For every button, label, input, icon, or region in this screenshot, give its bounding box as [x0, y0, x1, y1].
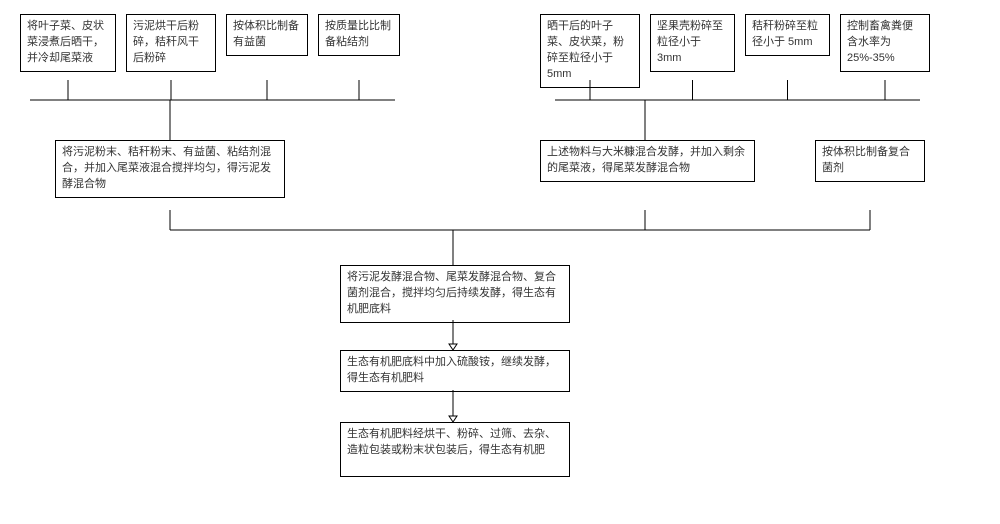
text: 将污泥发酵混合物、尾菜发酵混合物、复合菌剂混合，搅拌均匀后持续发酵，得生态有机肥… [347, 271, 556, 315]
box-final: 生态有机肥料经烘干、粉碎、过筛、去杂、造粒包装或粉末状包装后，得生态有机肥 [340, 422, 570, 477]
box-nutshell: 坚果壳粉碎至粒径小于 3mm [650, 14, 735, 72]
text: 按体积比制备有益菌 [233, 20, 299, 48]
box-leaf-soak: 将叶子菜、皮状菜浸煮后晒干，并冷却尾菜液 [20, 14, 116, 72]
text: 按质量比比制备粘结剂 [325, 20, 391, 48]
box-straw-5mm: 秸秆粉碎至粒径小于 5mm [745, 14, 830, 56]
box-ricebran: 上述物料与大米糠混合发酵，并加入剩余的尾菜液，得尾菜发酵混合物 [540, 140, 755, 182]
text: 控制畜禽粪便含水率为 25%-35% [847, 20, 913, 64]
text: 将叶子菜、皮状菜浸煮后晒干，并冷却尾菜液 [27, 20, 104, 64]
text: 晒干后的叶子菜、皮状菜，粉碎至粒径小于 5mm [547, 20, 624, 80]
text: 按体积比制备复合菌剂 [822, 146, 910, 174]
text: 上述物料与大米糠混合发酵，并加入剩余的尾菜液，得尾菜发酵混合物 [547, 146, 745, 174]
text: 坚果壳粉碎至粒径小于 3mm [657, 20, 723, 64]
text: 将污泥粉末、秸秆粉末、有益菌、粘结剂混合，并加入尾菜液混合搅拌均匀，得污泥发酵混… [62, 146, 271, 190]
text: 秸秆粉碎至粒径小于 5mm [752, 20, 818, 48]
box-leaf-5mm: 晒干后的叶子菜、皮状菜，粉碎至粒径小于 5mm [540, 14, 640, 88]
box-binder: 按质量比比制备粘结剂 [318, 14, 400, 56]
box-beneficial: 按体积比制备有益菌 [226, 14, 308, 56]
box-base-mix: 将污泥发酵混合物、尾菜发酵混合物、复合菌剂混合，搅拌均匀后持续发酵，得生态有机肥… [340, 265, 570, 323]
text: 生态有机肥料经烘干、粉碎、过筛、去杂、造粒包装或粉末状包装后，得生态有机肥 [347, 428, 556, 456]
text: 生态有机肥底料中加入硫酸铵，继续发酵，得生态有机肥料 [347, 356, 556, 384]
box-manure: 控制畜禽粪便含水率为 25%-35% [840, 14, 930, 72]
box-ammonium: 生态有机肥底料中加入硫酸铵，继续发酵，得生态有机肥料 [340, 350, 570, 392]
box-sludge-dry: 污泥烘干后粉碎，秸秆风干后粉碎 [126, 14, 216, 72]
text: 污泥烘干后粉碎，秸秆风干后粉碎 [133, 20, 199, 64]
box-sludge-mix: 将污泥粉末、秸秆粉末、有益菌、粘结剂混合，并加入尾菜液混合搅拌均匀，得污泥发酵混… [55, 140, 285, 198]
box-compound: 按体积比制备复合菌剂 [815, 140, 925, 182]
